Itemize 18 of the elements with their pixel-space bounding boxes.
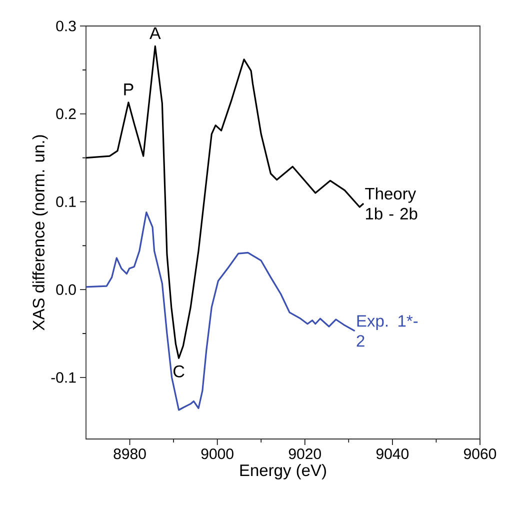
y-tick-label: 0.2 bbox=[56, 108, 76, 120]
y-tick-label: 0.3 bbox=[56, 20, 76, 32]
y-axis-title: XAS difference (norm. un.) bbox=[32, 135, 48, 330]
x-tick-label: 8980 bbox=[114, 448, 146, 460]
annotation: A bbox=[150, 27, 161, 40]
series-label: Theory 1b - 2b bbox=[365, 187, 418, 220]
x-tick-label: 9040 bbox=[376, 448, 409, 460]
x-axis-title: Energy (eV) bbox=[240, 464, 326, 480]
x-tick-label: 9000 bbox=[201, 448, 234, 460]
series-label: Exp. 1*- 2 bbox=[356, 315, 418, 347]
annotation: P bbox=[124, 84, 134, 96]
x-tick-label: 9060 bbox=[464, 448, 496, 460]
line-series bbox=[85, 211, 356, 411]
annotation: C bbox=[174, 365, 184, 378]
y-tick-label: -0.1 bbox=[51, 372, 76, 383]
y-tick-label: 0.1 bbox=[56, 196, 76, 208]
x-tick-label: 9020 bbox=[288, 448, 321, 460]
y-tick-label: 0.0 bbox=[56, 284, 76, 295]
